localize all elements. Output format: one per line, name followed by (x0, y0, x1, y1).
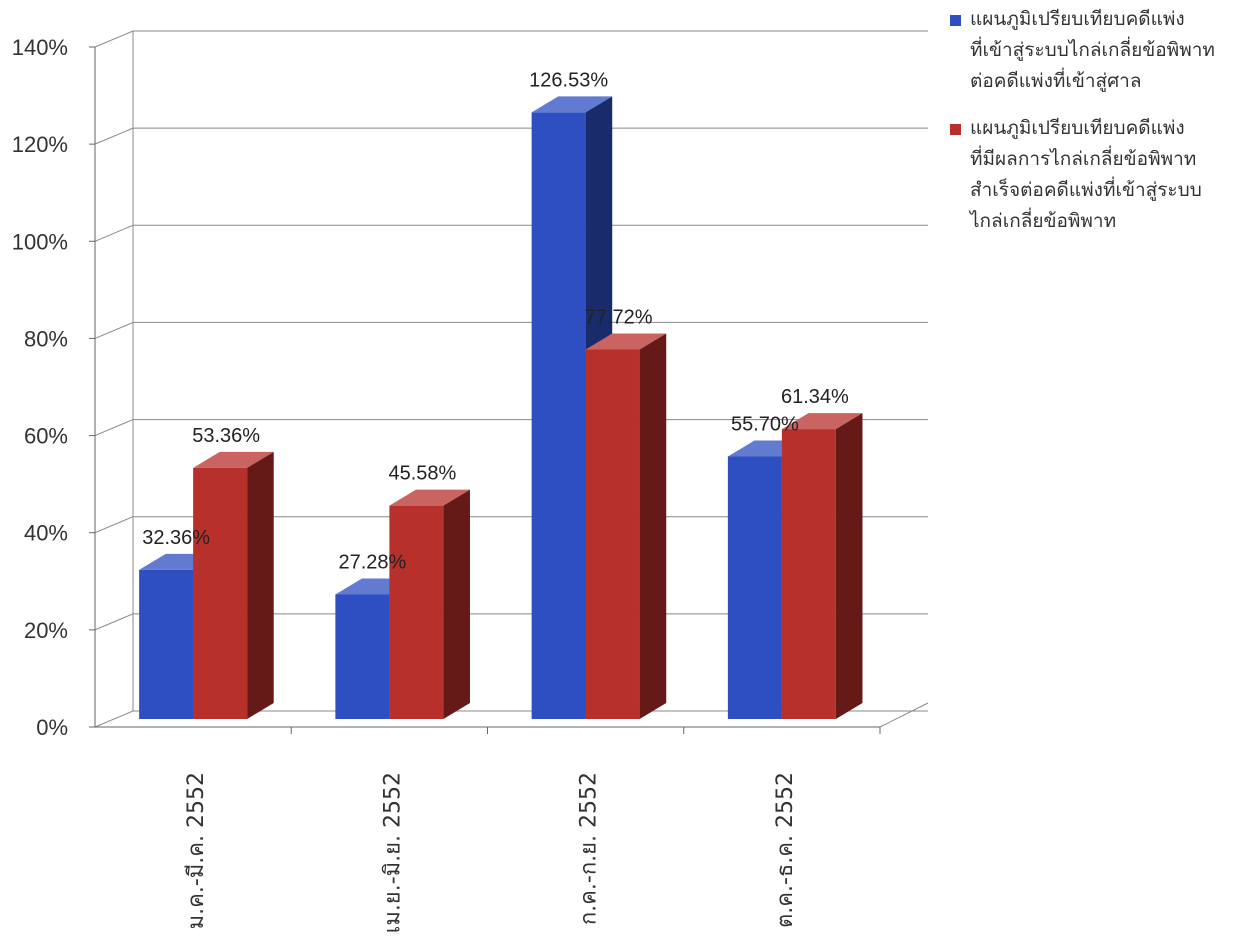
bars (139, 96, 863, 719)
y-tick-label: 80% (24, 326, 68, 351)
x-category-label: เม.ย.-มิ.ย. 2552 (380, 772, 405, 933)
bar-front (139, 569, 194, 719)
bar-front (193, 467, 248, 719)
bar-front (585, 349, 640, 719)
x-axis: ม.ค.-มี.ค. 2552 เม.ย.-มิ.ย. 2552 ก.ค.-ก.ย.… (95, 702, 929, 933)
data-label: 32.36% (142, 527, 210, 549)
legend-item: แผนภูมิเปรียบเทียบคดีแพ่งที่เข้าสู่ระบบไ… (948, 4, 1248, 97)
gridline-diagonal (94, 419, 134, 437)
legend-label-line: ไกล่เกลี่ยข้อพิพาท (970, 210, 1117, 232)
legend-label-line: ที่เข้าสู่ระบบไกล่เกลี่ยข้อพิพาท (970, 39, 1215, 61)
x-category-label: ม.ค.-มี.ค. 2552 (184, 772, 209, 929)
legend-item: แผนภูมิเปรียบเทียบคดีแพ่งที่มีผลการไกล่เ… (948, 113, 1248, 237)
data-label: 27.28% (338, 551, 406, 573)
bar-top (531, 96, 613, 113)
floor-edge (879, 702, 929, 728)
legend-label-line: แผนภูมิเปรียบเทียบคดีแพ่ง (970, 117, 1185, 139)
data-label: 55.70% (731, 413, 799, 435)
y-tick-label: 140% (12, 35, 68, 60)
legend: แผนภูมิเปรียบเทียบคดีแพ่งที่เข้าสู่ระบบไ… (948, 4, 1248, 253)
bar-side (639, 333, 667, 719)
bar-top (781, 413, 863, 430)
bar-side (443, 489, 470, 719)
legend-label-line: ต่อคดีแพ่งที่เข้าสู่ศาล (970, 70, 1142, 92)
data-label: 53.36% (192, 425, 260, 447)
gridline-diagonal (94, 321, 134, 339)
legend-swatch (950, 124, 961, 135)
gridline-diagonal (94, 127, 134, 145)
x-category-label: ต.ค.-ธ.ค. 2552 (773, 772, 798, 928)
gridline-diagonal (94, 516, 134, 534)
bar-front (781, 429, 836, 719)
bar-front (389, 505, 444, 719)
data-label: 126.53% (529, 69, 608, 91)
gridline-diagonal (94, 30, 134, 48)
data-label: 45.58% (388, 463, 456, 485)
gridline-diagonal (94, 710, 134, 728)
legend-label-line: สำเร็จต่อคดีแพ่งที่เข้าสู่ระบบ (970, 179, 1202, 201)
bar-front (335, 594, 390, 719)
bar-top (193, 451, 274, 468)
data-labels: 32.36% 53.36% 27.28% 45.58% 126.53% 77.72% 55.… (142, 69, 849, 573)
bar-top (585, 333, 667, 350)
bar-front (727, 456, 782, 719)
y-tick-label: 120% (12, 132, 68, 157)
bar-front (531, 112, 586, 719)
y-tick-label: 100% (12, 229, 68, 254)
y-axis: 0% 20% 40% 60% 80% 100% 120% 140% (12, 35, 96, 740)
data-label: 77.72% (585, 307, 653, 329)
legend-label-line: ที่มีผลการไกล่เกลี่ยข้อพิพาท (970, 148, 1197, 170)
y-tick-label: 60% (24, 424, 68, 449)
gridline-diagonal (94, 613, 134, 631)
y-tick-label: 40% (24, 521, 68, 546)
y-tick-label: 20% (24, 618, 68, 643)
y-tick-label: 0% (36, 715, 68, 740)
bar-top (389, 489, 470, 506)
data-label: 61.34% (781, 386, 849, 408)
legend-swatch (950, 15, 961, 26)
bar-side (835, 413, 863, 719)
legend-label-line: แผนภูมิเปรียบเทียบคดีแพ่ง (970, 8, 1185, 30)
bar-side (247, 451, 274, 719)
x-category-label: ก.ค.-ก.ย. 2552 (577, 772, 602, 925)
gridline-diagonal (94, 224, 134, 242)
